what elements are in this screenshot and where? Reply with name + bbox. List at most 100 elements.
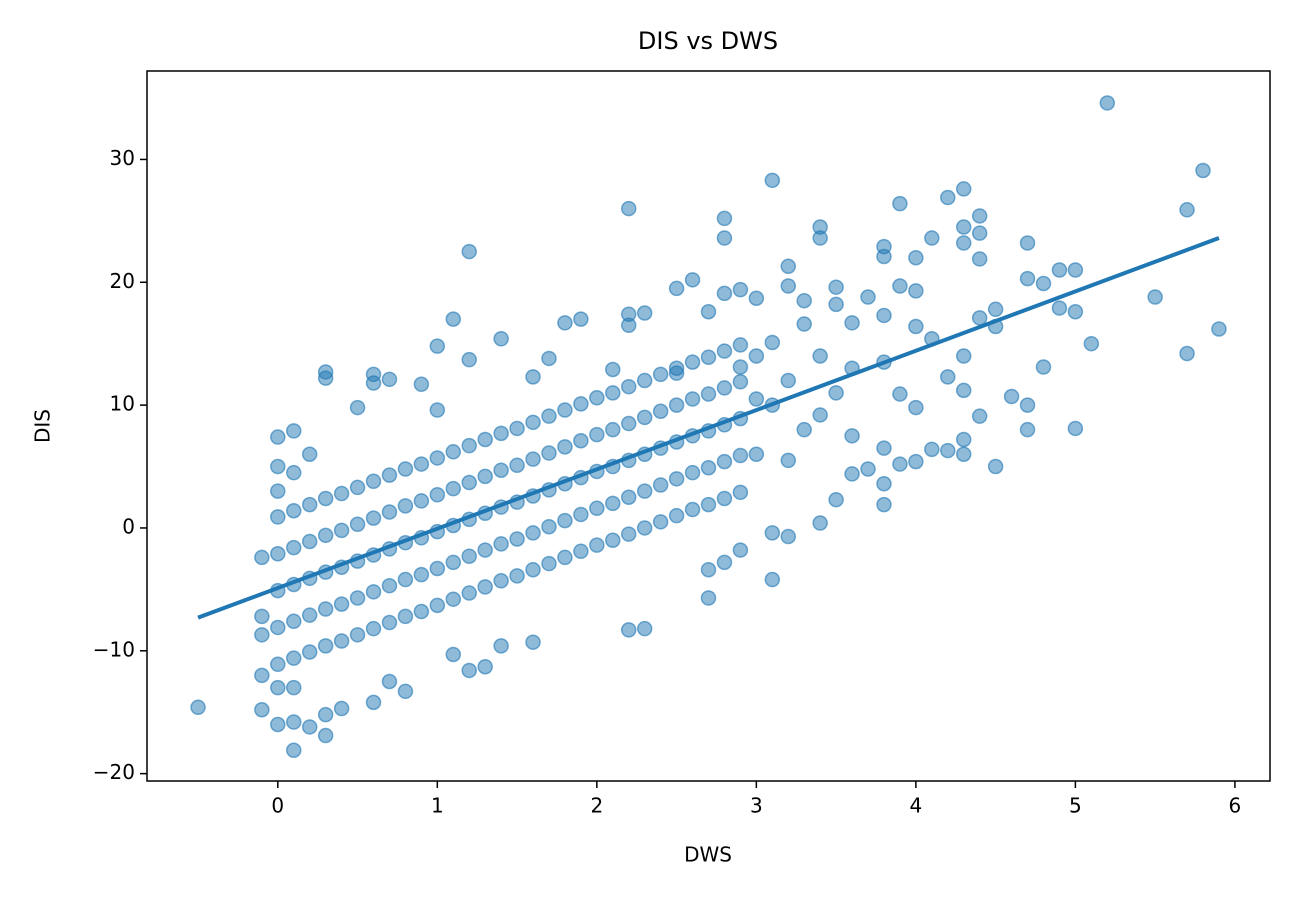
point (700, 304, 717, 320)
point (620, 415, 637, 432)
point (445, 646, 462, 663)
x-tick-label: 4 (910, 794, 923, 818)
point (955, 181, 972, 197)
point (589, 389, 605, 406)
point (270, 546, 286, 562)
point (716, 380, 733, 396)
point (971, 408, 988, 424)
point (668, 360, 685, 377)
point (700, 561, 717, 578)
point (620, 622, 637, 638)
point (445, 591, 462, 607)
point (955, 219, 972, 235)
point (525, 561, 541, 578)
point (1067, 304, 1084, 320)
point (301, 644, 318, 660)
y-tick-label: 10 (110, 392, 135, 416)
point (780, 528, 797, 545)
point (748, 290, 765, 306)
point (796, 316, 812, 332)
point (397, 683, 414, 700)
point (652, 403, 669, 420)
trend-line (197, 236, 1220, 620)
point (365, 694, 382, 711)
point (589, 500, 605, 517)
point (987, 458, 1004, 475)
point (812, 230, 828, 246)
plot-area (190, 95, 1227, 759)
point (461, 548, 477, 564)
point (844, 315, 860, 331)
point (636, 409, 653, 426)
point (270, 656, 286, 673)
point (892, 386, 908, 402)
point (971, 310, 988, 326)
y-tick-label: −10 (93, 637, 135, 661)
point (1147, 289, 1163, 305)
point (732, 542, 749, 558)
point (397, 571, 414, 588)
point (397, 608, 414, 625)
point (955, 446, 972, 463)
point (541, 518, 557, 535)
point (270, 509, 286, 525)
point (301, 496, 318, 513)
point (349, 399, 366, 416)
point (636, 305, 653, 321)
point (716, 230, 733, 246)
point (924, 441, 940, 458)
point (365, 620, 382, 637)
point (541, 350, 557, 367)
point (429, 560, 446, 577)
point (349, 479, 366, 496)
y-tick-label: −20 (93, 760, 135, 784)
point (286, 503, 302, 519)
point (780, 258, 797, 275)
point (270, 429, 286, 445)
point (557, 439, 573, 455)
point (940, 442, 956, 459)
point (987, 301, 1004, 318)
point (525, 634, 541, 650)
point (286, 714, 302, 730)
point (636, 483, 653, 499)
point (700, 496, 717, 513)
point (971, 225, 988, 241)
point (668, 471, 685, 487)
point (1035, 359, 1052, 375)
point (254, 549, 270, 566)
point (365, 510, 382, 526)
point (525, 451, 541, 467)
point (270, 458, 286, 475)
point (652, 514, 669, 530)
x-axis-label: DWS (684, 843, 732, 867)
point (684, 272, 701, 288)
point (1051, 262, 1068, 278)
point (668, 397, 685, 413)
point (652, 477, 669, 493)
point (509, 531, 525, 547)
point (1099, 95, 1116, 111)
point (493, 331, 509, 347)
point (397, 461, 414, 477)
point (286, 742, 302, 759)
point (317, 601, 334, 617)
point (684, 501, 701, 518)
point (413, 603, 430, 620)
point (477, 431, 493, 448)
point (908, 318, 924, 335)
point (381, 577, 398, 594)
point (461, 662, 477, 679)
point (716, 554, 733, 571)
point (1019, 270, 1036, 287)
point (254, 627, 270, 643)
point (573, 543, 589, 560)
point (429, 487, 446, 503)
point (317, 527, 334, 544)
point (1211, 321, 1227, 337)
point (796, 421, 812, 438)
point (254, 667, 270, 684)
point (477, 542, 493, 558)
point (605, 361, 621, 378)
